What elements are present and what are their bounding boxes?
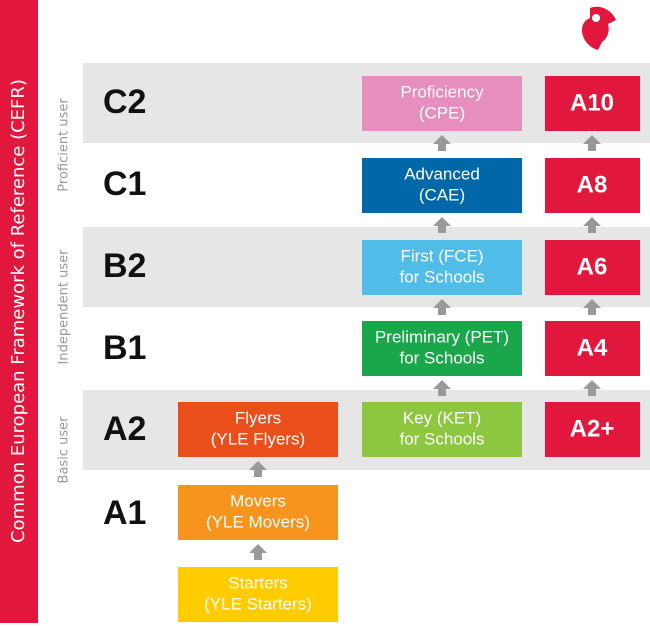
exam-box (178, 485, 338, 540)
exam-line1: Flyers (235, 408, 281, 427)
scale-box (545, 402, 640, 457)
group-label: Independent user (57, 249, 72, 365)
exam-line2: (CPE) (419, 103, 465, 122)
exam-line1: Advanced (404, 164, 480, 183)
arrow (249, 461, 267, 477)
level-label: C1 (103, 165, 146, 203)
exam-line2: for Schools (399, 348, 484, 367)
arrow (583, 380, 601, 396)
exam-line2: (YLE Starters) (204, 594, 312, 613)
arrow (433, 217, 451, 233)
exam-line2: (YLE Movers) (206, 512, 310, 531)
level-label: C2 (103, 83, 146, 121)
exam-box (178, 402, 338, 457)
group-label: Proficient user (57, 98, 72, 192)
logo-dot (592, 14, 600, 22)
exam-line1: Starters (228, 573, 288, 592)
sidebar-title: Common European Framework of Reference (… (8, 79, 29, 543)
arrow (433, 380, 451, 396)
scale-label: A8 (577, 171, 608, 198)
exam-box (362, 240, 522, 295)
level-label: A2 (103, 410, 146, 448)
exam-box (362, 158, 522, 213)
exam-line2: (YLE Flyers) (211, 429, 305, 448)
scale-box (545, 321, 640, 376)
scale-label: A6 (577, 253, 608, 280)
scale-label: A4 (577, 334, 608, 361)
level-label: B1 (103, 329, 146, 367)
exam-line1: Movers (230, 491, 286, 510)
exam-line1: Preliminary (PET) (375, 327, 509, 346)
arrow (433, 299, 451, 315)
scale-box (545, 76, 640, 131)
arrow (583, 217, 601, 233)
exam-box (178, 567, 338, 622)
scale-label: A10 (570, 89, 614, 116)
scale-label: A2+ (570, 415, 615, 442)
level-label: A1 (103, 494, 146, 532)
exam-line2: for Schools (399, 267, 484, 286)
arrow (583, 135, 601, 151)
exam-line2: (CAE) (419, 185, 465, 204)
exam-line1: Proficiency (400, 82, 484, 101)
exam-box (362, 321, 522, 376)
exam-line1: First (FCE) (400, 246, 483, 265)
exam-line1: Key (KET) (403, 408, 481, 427)
arrow (433, 135, 451, 151)
exam-line2: for Schools (399, 429, 484, 448)
exam-box (362, 76, 522, 131)
group-label: Basic user (57, 416, 72, 484)
level-label: B2 (103, 247, 146, 285)
arrow (583, 299, 601, 315)
logo (582, 6, 616, 51)
arrow (249, 544, 267, 560)
exam-box (362, 402, 522, 457)
sidebar (0, 0, 38, 623)
scale-box (545, 158, 640, 213)
scale-box (545, 240, 640, 295)
